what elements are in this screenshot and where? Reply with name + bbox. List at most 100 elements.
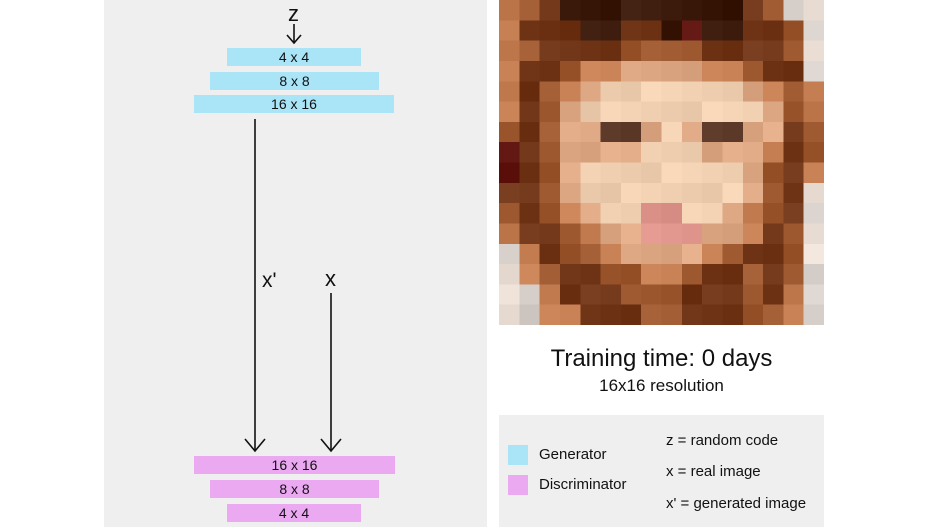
- image-pixel: [681, 20, 703, 42]
- image-pixel: [722, 304, 744, 325]
- image-pixel: [681, 121, 703, 143]
- generated-face-image: [499, 0, 824, 325]
- image-pixel: [661, 20, 683, 42]
- image-pixel: [600, 304, 622, 325]
- image-pixel: [600, 81, 622, 102]
- image-pixel: [803, 264, 824, 285]
- legend-note-x: x = real image: [666, 463, 761, 480]
- image-pixel: [539, 182, 561, 204]
- image-pixel: [600, 264, 622, 285]
- image-pixel: [661, 223, 683, 245]
- image-pixel: [783, 40, 805, 62]
- image-pixel: [580, 0, 601, 21]
- image-pixel: [742, 243, 764, 265]
- image-pixel: [600, 182, 622, 204]
- image-pixel: [620, 121, 642, 143]
- image-pixel: [499, 284, 520, 306]
- image-pixel: [600, 162, 622, 184]
- image-pixel: [722, 101, 744, 123]
- image-pixel: [783, 101, 805, 123]
- image-pixel: [519, 203, 541, 224]
- image-pixel: [620, 162, 642, 184]
- image-pixel: [763, 81, 784, 102]
- image-pixel: [519, 40, 541, 62]
- image-pixel: [620, 182, 642, 204]
- image-pixel: [681, 60, 703, 82]
- image-pixel: [620, 223, 642, 245]
- image-pixel: [722, 264, 744, 285]
- image-pixel: [742, 162, 764, 184]
- image-pixel: [539, 142, 561, 163]
- image-pixel: [661, 0, 683, 21]
- image-pixel: [742, 40, 764, 62]
- image-pixel: [763, 40, 784, 62]
- image-pixel: [742, 203, 764, 224]
- image-pixel: [499, 182, 520, 204]
- image-pixel: [803, 101, 824, 123]
- image-pixel: [681, 40, 703, 62]
- image-pixel: [600, 101, 622, 123]
- image-pixel: [580, 203, 601, 224]
- image-pixel: [763, 60, 784, 82]
- image-pixel: [499, 223, 520, 245]
- image-pixel: [702, 121, 723, 143]
- image-pixel: [681, 182, 703, 204]
- image-pixel: [803, 304, 824, 325]
- image-pixel: [519, 60, 541, 82]
- image-pixel: [803, 20, 824, 42]
- image-pixel: [742, 142, 764, 163]
- discriminator-layer-8x8: 8 x 8: [210, 480, 379, 498]
- image-pixel: [539, 121, 561, 143]
- image-pixel: [722, 60, 744, 82]
- image-pixel: [702, 142, 723, 163]
- image-pixel: [702, 162, 723, 184]
- image-pixel: [499, 0, 520, 21]
- image-pixel: [499, 60, 520, 82]
- image-pixel: [620, 264, 642, 285]
- image-pixel: [783, 264, 805, 285]
- image-pixel: [641, 0, 662, 21]
- image-pixel: [661, 40, 683, 62]
- image-pixel: [539, 101, 561, 123]
- image-pixel: [641, 40, 662, 62]
- discriminator-layer-4x4: 4 x 4: [227, 504, 361, 522]
- image-pixel: [519, 264, 541, 285]
- image-pixel: [763, 264, 784, 285]
- image-pixel: [580, 284, 601, 306]
- image-pixel: [722, 182, 744, 204]
- image-pixel: [580, 223, 601, 245]
- image-pixel: [763, 142, 784, 163]
- image-pixel: [559, 101, 581, 123]
- image-pixel: [580, 40, 601, 62]
- image-pixel: [519, 284, 541, 306]
- image-pixel: [600, 121, 622, 143]
- image-pixel: [722, 20, 744, 42]
- image-pixel: [641, 142, 662, 163]
- image-pixel: [519, 20, 541, 42]
- image-pixel: [783, 60, 805, 82]
- image-pixel: [803, 284, 824, 306]
- image-pixel: [702, 60, 723, 82]
- image-pixel: [803, 142, 824, 163]
- image-pixel: [539, 0, 561, 21]
- image-pixel: [702, 0, 723, 21]
- image-pixel: [783, 142, 805, 163]
- image-pixel: [519, 121, 541, 143]
- image-pixel: [722, 284, 744, 306]
- image-pixel: [681, 243, 703, 265]
- real-image-label: x: [325, 266, 336, 291]
- image-pixel: [763, 243, 784, 265]
- image-pixel: [661, 264, 683, 285]
- image-pixel: [763, 162, 784, 184]
- image-pixel: [499, 81, 520, 102]
- image-pixel: [803, 203, 824, 224]
- image-pixel: [783, 20, 805, 42]
- image-pixel: [539, 203, 561, 224]
- image-pixel: [641, 20, 662, 42]
- image-pixel: [539, 243, 561, 265]
- image-pixel: [803, 81, 824, 102]
- image-pixel: [539, 20, 561, 42]
- image-pixel: [681, 101, 703, 123]
- image-pixel: [681, 142, 703, 163]
- image-pixel: [539, 60, 561, 82]
